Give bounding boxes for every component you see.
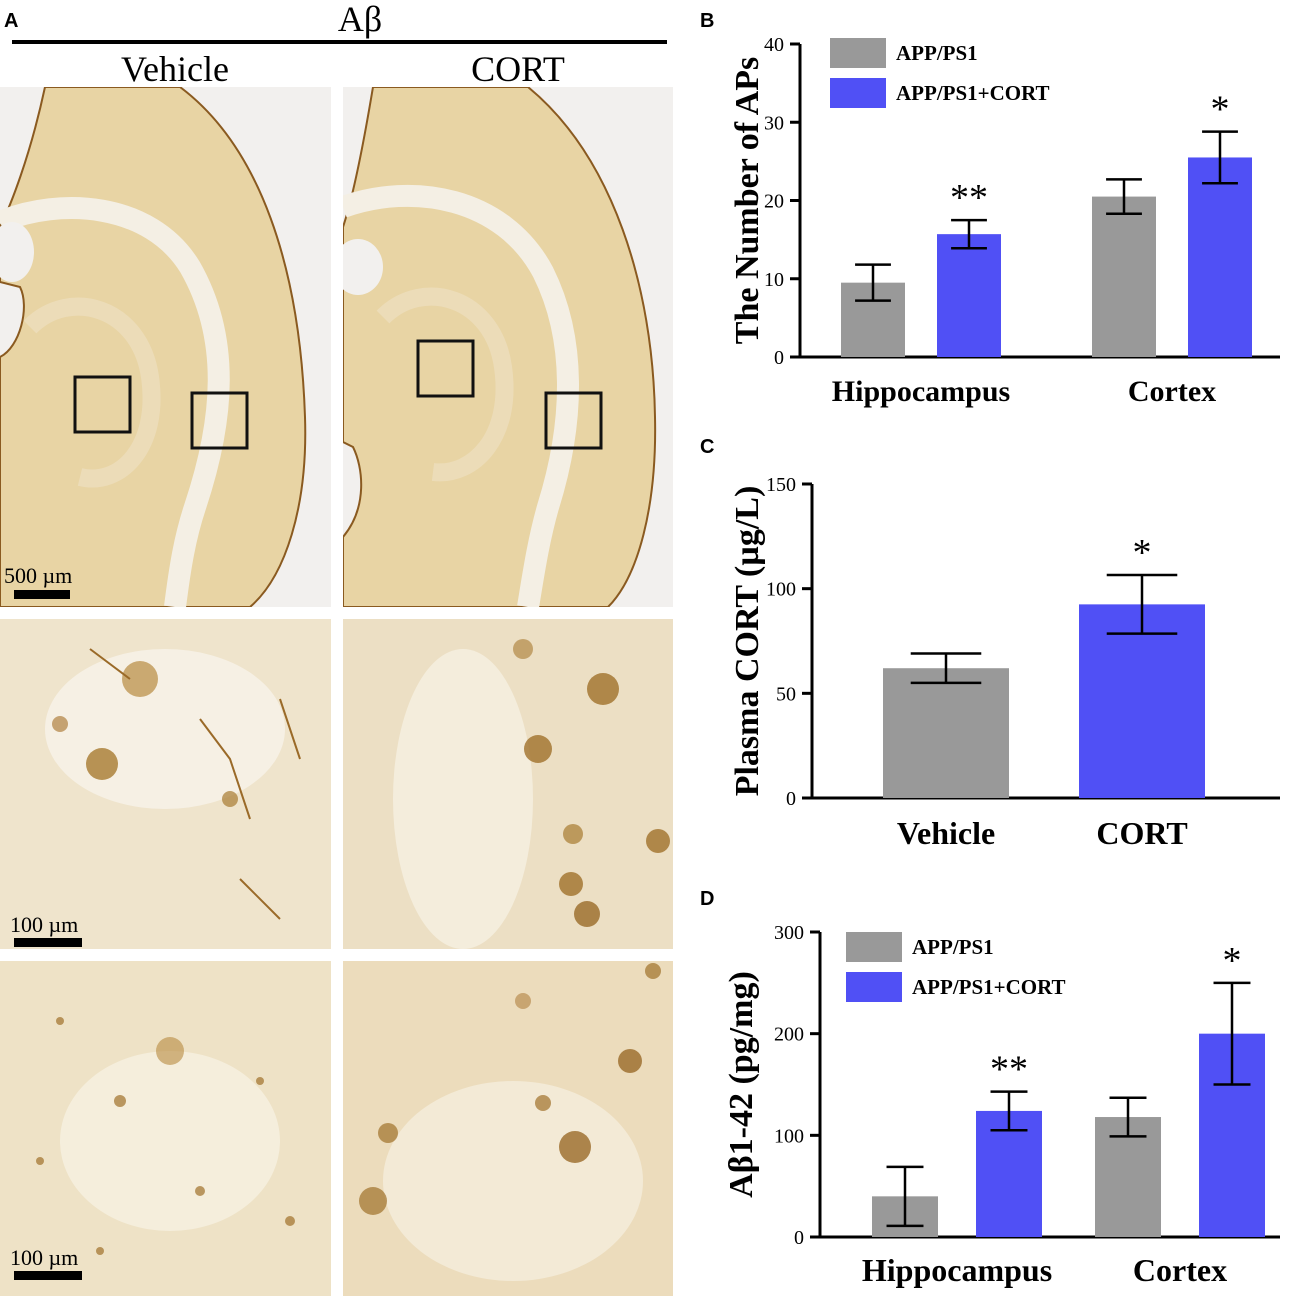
panel-a-title: Aβ <box>337 0 383 39</box>
panel-letter-b: B <box>700 10 715 32</box>
chart-c-y-axis-label: Plasma CORT (µg/L) <box>729 486 766 797</box>
chart-b-y-tick-label: 30 <box>764 112 784 134</box>
chart-b-x-tick-label: Cortex <box>1128 375 1216 408</box>
chart-b-y-tick-label: 20 <box>764 191 784 213</box>
chart-d-y-axis-label: Aβ1-42 (pg/mg) <box>723 971 760 1198</box>
chart-d-legend-label: APP/PS1 <box>912 935 994 959</box>
chart-b-significance-marker: ** <box>950 177 988 219</box>
chart-d-y-tick-label: 300 <box>774 922 804 944</box>
scale-label-100-a: 100 µm <box>10 912 79 937</box>
chart-b-bar <box>1092 196 1156 357</box>
chart-c-y-tick-label: 100 <box>766 579 796 601</box>
panel-letter-a: A <box>4 10 19 32</box>
chart-c-x-tick-label: CORT <box>1096 815 1187 851</box>
panel-letter-d: D <box>700 888 715 910</box>
chart-d-x-tick-label: Hippocampus <box>862 1252 1052 1288</box>
chart-b-legend-swatch <box>830 78 886 108</box>
chart-d-y-tick-label: 200 <box>774 1024 804 1046</box>
chart-c-x-tick-label: Vehicle <box>897 815 995 851</box>
scale-label-500: 500 µm <box>4 563 73 588</box>
chart-b-legend-label: APP/PS1+CORT <box>896 81 1050 105</box>
title-underline <box>12 40 667 44</box>
chart-b-y-tick-label: 40 <box>764 34 784 56</box>
bar-chart-abeta-42: 0 100 200 300 Aβ1-42 (pg/mg) ** Hippocampus * Co… <box>723 922 1280 1288</box>
panel-letter-c: C <box>700 436 715 458</box>
chart-d-bar <box>976 1110 1042 1237</box>
chart-b-legend-label: APP/PS1 <box>896 41 978 65</box>
chart-b-significance-marker: * <box>1211 89 1230 131</box>
chart-c-bar <box>883 668 1009 798</box>
scale-bar-500 <box>14 590 70 599</box>
chart-d-legend-swatch <box>846 932 902 962</box>
column-label-cort: CORT <box>471 49 565 89</box>
chart-c-y-tick-label: 50 <box>776 683 796 705</box>
chart-b-legend-swatch <box>830 38 886 68</box>
column-label-vehicle: Vehicle <box>121 49 229 89</box>
scale-bar-100-b <box>14 1271 82 1280</box>
chart-b-y-axis-label: The Number of APs <box>729 57 766 344</box>
micrograph-vehicle-cortex <box>0 961 331 1296</box>
chart-b-bar <box>1188 157 1252 357</box>
micrograph-vehicle-hippocampus <box>0 619 331 949</box>
chart-c-y-tick-label: 150 <box>766 474 796 496</box>
chart-b-x-tick-label: Hippocampus <box>832 375 1010 408</box>
chart-c-significance-marker: * <box>1133 532 1152 574</box>
chart-d-y-tick-label: 0 <box>794 1227 804 1249</box>
chart-d-y-tick-label: 100 <box>774 1125 804 1147</box>
chart-b-bar <box>937 234 1001 357</box>
scale-label-100-b: 100 µm <box>10 1245 79 1270</box>
chart-c-bar <box>1079 604 1205 798</box>
chart-d-legend-label: APP/PS1+CORT <box>912 975 1066 999</box>
chart-d-x-tick-label: Cortex <box>1133 1252 1227 1288</box>
chart-d-significance-marker: ** <box>990 1049 1028 1091</box>
chart-c-y-tick-label: 0 <box>786 788 796 810</box>
chart-d-legend-swatch <box>846 972 902 1002</box>
micrograph-cort-hippocampus <box>343 619 673 949</box>
chart-b-y-tick-label: 0 <box>774 347 784 369</box>
micrograph-cort-cortex <box>343 961 673 1296</box>
brain-section-vehicle <box>0 87 331 607</box>
chart-d-significance-marker: * <box>1223 940 1242 982</box>
brain-section-cort <box>343 87 673 607</box>
chart-b-y-tick-label: 10 <box>764 269 784 291</box>
scale-bar-100-a <box>14 938 82 947</box>
